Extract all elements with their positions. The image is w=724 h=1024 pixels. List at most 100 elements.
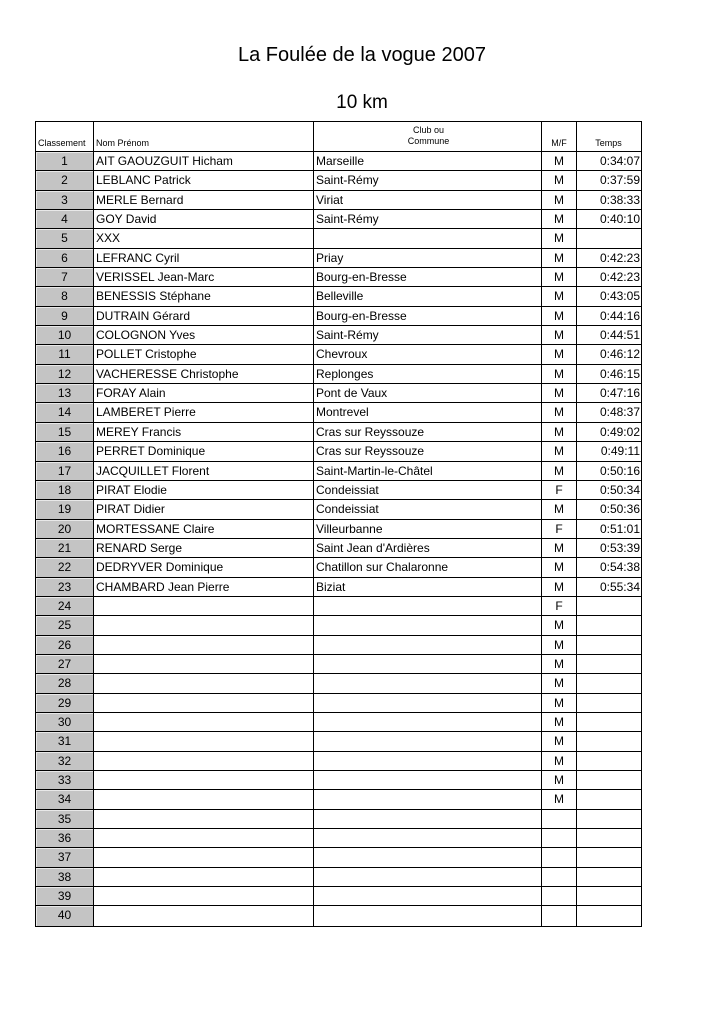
cell-sex: F <box>542 480 577 500</box>
cell-club: Saint Jean d'Ardières <box>314 538 542 558</box>
cell-time <box>577 810 642 828</box>
cell-sex <box>542 848 577 867</box>
cell-rank: 13 <box>36 384 94 403</box>
cell-time: 0:34:07 <box>599 154 640 168</box>
table-row: 20 MORTESSANE Claire Villeurbanne F 0:51:01 <box>36 519 641 539</box>
cell-name <box>94 712 314 732</box>
cell-club <box>314 771 542 790</box>
cell-name: MERLE Bernard <box>94 190 314 210</box>
cell-time: 0:44:16 <box>599 308 640 323</box>
table-row: 9 DUTRAIN Gérard Bourg-en-Bresse M 0:44:16 <box>36 306 641 327</box>
cell-club: Bourg-en-Bresse <box>314 306 542 326</box>
cell-name: GOY David <box>94 210 314 229</box>
cell-rank: 8 <box>36 287 94 306</box>
cell-time <box>577 848 642 866</box>
cell-club: Saint-Rémy <box>314 326 542 345</box>
cell-rank: 21 <box>36 538 94 558</box>
cell-club: Condeissiat <box>314 480 542 500</box>
table-row: 36 <box>36 829 641 849</box>
cell-name: LEFRANC Cyril <box>94 248 314 268</box>
cell-rank: 37 <box>36 848 94 867</box>
header-name: Nom Prénom <box>94 122 314 151</box>
cell-name: DUTRAIN Gérard <box>94 306 314 326</box>
cell-sex: M <box>542 384 577 403</box>
table-row: 3 MERLE Bernard Viriat M 0:38:33 <box>36 190 641 211</box>
cell-time: 0:38:33 <box>599 192 640 207</box>
table-row: 32 M <box>36 751 641 771</box>
cell-sex <box>542 867 577 887</box>
table-row: 8 BENESSIS Stéphane Belleville M 0:43:05 <box>36 287 641 307</box>
cell-club <box>314 732 542 751</box>
header-club: Club ou Commune <box>314 122 542 151</box>
table-header: Classement Nom Prénom Club ou Commune M/… <box>36 122 641 152</box>
cell-sex: M <box>542 268 577 287</box>
cell-club: Marseille <box>314 152 542 171</box>
cell-time: 0:46:12 <box>599 347 640 362</box>
table-row: 25 M <box>36 616 641 636</box>
table-row: 13 FORAY Alain Pont de Vaux M 0:47:16 <box>36 384 641 404</box>
cell-club: Cras sur Reyssouze <box>314 442 542 461</box>
cell-rank: 19 <box>36 500 94 519</box>
cell-club: Biziat <box>314 577 542 596</box>
cell-sex: M <box>542 422 577 442</box>
cell-name <box>94 771 314 790</box>
table-row: 31 M <box>36 732 641 752</box>
cell-club <box>314 596 542 616</box>
cell-name: COLOGNON Yves <box>94 326 314 345</box>
cell-name: LEBLANC Patrick <box>94 171 314 190</box>
cell-sex: M <box>542 751 577 770</box>
cell-club <box>314 887 542 906</box>
cell-name: PIRAT Didier <box>94 500 314 519</box>
cell-sex <box>542 906 577 926</box>
cell-name <box>94 654 314 674</box>
cell-club <box>314 906 542 926</box>
header-sex: M/F <box>542 122 577 151</box>
cell-name <box>94 732 314 751</box>
cell-sex: M <box>542 248 577 268</box>
cell-time <box>577 771 642 789</box>
cell-name: VACHERESSE Christophe <box>94 364 314 384</box>
table-row: 1 AIT GAOUZGUIT Hicham Marseille M 0:34:07 <box>36 152 641 172</box>
header-club-line2: Commune <box>407 136 450 146</box>
cell-sex: M <box>542 616 577 635</box>
cell-rank: 14 <box>36 403 94 422</box>
cell-name: PIRAT Elodie <box>94 480 314 500</box>
cell-club: Chevroux <box>314 345 542 364</box>
cell-club: Saint-Martin-le-Châtel <box>314 461 542 480</box>
cell-name <box>94 790 314 809</box>
cell-rank: 20 <box>36 519 94 538</box>
cell-name: BENESSIS Stéphane <box>94 287 314 306</box>
table-body: 1 AIT GAOUZGUIT Hicham Marseille M 0:34:07 2 L… <box>36 152 641 926</box>
cell-sex: M <box>542 152 577 171</box>
table-row: 40 <box>36 906 641 926</box>
cell-sex: M <box>542 306 577 326</box>
cell-rank: 32 <box>36 751 94 770</box>
cell-club <box>314 867 542 887</box>
table-row: 22 DEDRYVER Dominique Chatillon sur Chalar… <box>36 558 641 578</box>
cell-time: 0:54:38 <box>599 560 640 575</box>
cell-name <box>94 906 314 926</box>
cell-rank: 10 <box>36 326 94 345</box>
cell-sex: F <box>542 519 577 538</box>
cell-time: 0:49:02 <box>599 424 640 439</box>
cell-time: 0:50:36 <box>599 502 640 517</box>
cell-sex: M <box>542 635 577 654</box>
cell-sex: M <box>542 461 577 480</box>
cell-sex: M <box>542 693 577 712</box>
table-row: 26 M <box>36 635 641 655</box>
table-row: 28 M <box>36 674 642 694</box>
cell-rank: 40 <box>36 906 94 926</box>
table-row: 21 RENARD Serge Saint Jean d'Ardières M 0:53… <box>36 538 641 559</box>
cell-rank: 27 <box>36 654 94 674</box>
cell-time <box>577 674 642 692</box>
cell-time <box>577 887 642 905</box>
cell-name <box>94 809 314 829</box>
cell-rank: 35 <box>36 809 94 829</box>
table-row: 35 <box>36 809 642 830</box>
cell-rank: 25 <box>36 616 94 635</box>
cell-name: CHAMBARD Jean Pierre <box>94 577 314 596</box>
table-row: 39 <box>36 887 642 907</box>
cell-sex: M <box>542 654 577 674</box>
cell-rank: 2 <box>36 171 94 190</box>
cell-rank: 28 <box>36 674 94 693</box>
